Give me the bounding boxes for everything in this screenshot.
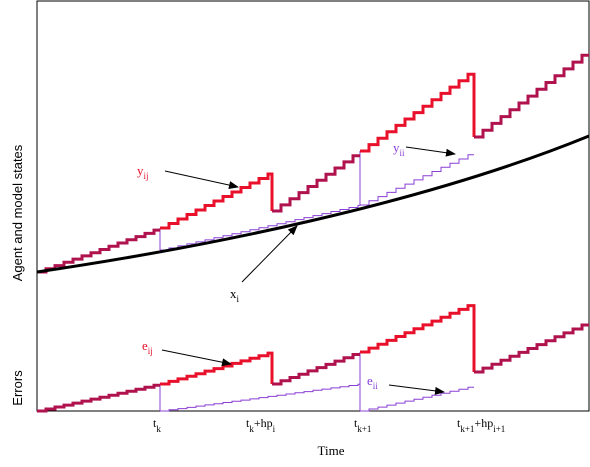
tick-label-tk1: tk+1 — [354, 416, 371, 434]
agent-state-y-ij-segment-2 — [272, 154, 360, 213]
tick-label-tk: tk — [153, 416, 161, 434]
arrow-y-ij — [164, 170, 239, 189]
arrow-e-ii — [388, 384, 445, 395]
agent-state-y-ij-segment-3 — [360, 72, 476, 153]
agent-error-e-ij-segment-2 — [272, 353, 360, 386]
agent-error-e-ij-segment-1 — [160, 351, 274, 386]
y-axis-label-states: Agent and model states — [10, 144, 25, 281]
model-state-curves — [159, 151, 474, 412]
agent-error-e-ij-segment-3 — [360, 304, 476, 372]
label-e-ii: eii — [367, 373, 378, 391]
agent-state-y-ij-segment-1 — [160, 172, 274, 230]
label-x-i: xi — [230, 286, 240, 304]
model-error-e-ii-segment-2 — [360, 386, 474, 412]
label-y-ii: yii — [393, 140, 405, 158]
agent-state-y-ij-segment-4 — [474, 53, 589, 139]
agent-error-e-ij-segment-4 — [474, 323, 589, 374]
tick-label-tk-hpi: tk+hpi — [246, 416, 276, 434]
model-error-e-ii-segment-1 — [160, 383, 361, 412]
arrow-x-i — [241, 225, 298, 283]
agent-error-e-ij-segment-0 — [37, 383, 160, 413]
model-state-y-ii-segment-2 — [360, 154, 474, 206]
x-axis-label: Time — [318, 443, 345, 458]
arrow-e-ij — [161, 349, 232, 367]
true-state-curve-x — [36, 134, 590, 274]
model-state-y-ii-segment-1 — [160, 151, 361, 251]
tick-label-tk1-hpi1: tk+1+hpi+1 — [457, 416, 505, 434]
agent-state-curves — [37, 53, 589, 413]
label-y-ij: yij — [137, 163, 149, 181]
agent-state-y-ij-segment-0 — [37, 228, 160, 274]
arrow-y-ii — [405, 146, 456, 157]
label-e-ij: eij — [142, 338, 153, 356]
y-axis-label-errors: Errors — [10, 370, 25, 406]
plot-frame — [36, 0, 590, 412]
